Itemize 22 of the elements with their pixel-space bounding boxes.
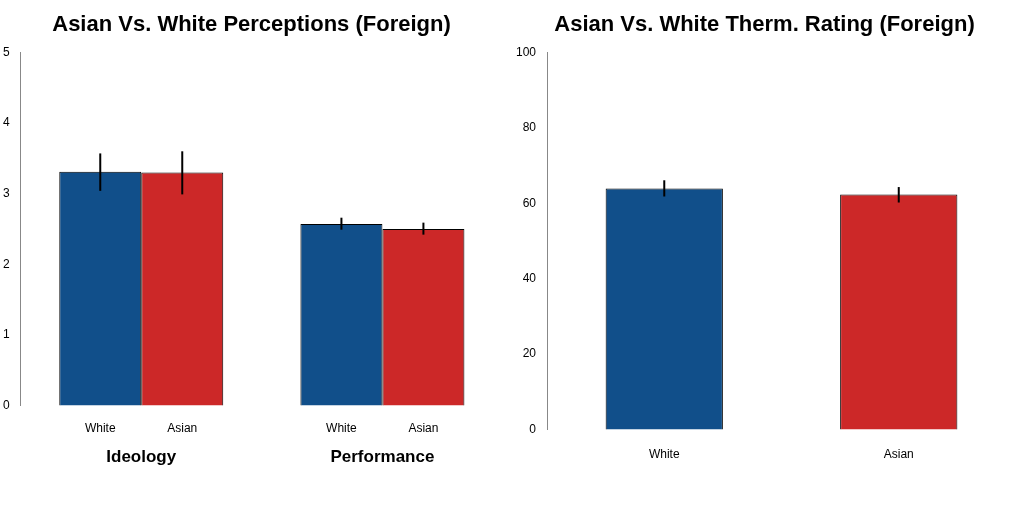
y-tick-label: 40 [522,271,537,286]
series-label: Asian [167,420,198,435]
chart-title: Asian Vs. White Perceptions (Foreign) [52,11,451,37]
y-tick-label: 0 [2,397,10,412]
y-tick-label: 0 [529,421,537,436]
y-tick-label: 2 [2,256,10,271]
y-tick-label: 80 [522,120,537,135]
x-tick-label: Performance [330,447,435,467]
y-tick-label: 4 [2,115,10,130]
y-tick-label: 20 [522,346,537,361]
series-label: White [84,420,116,435]
text: Asian [408,420,439,435]
y-tick-label: 3 [2,185,10,200]
y-tick-label: 5 [2,44,10,59]
y-tick-label: 1 [2,327,10,342]
x-tick-label: White [648,447,680,462]
y-tick-label: 60 [522,195,537,210]
y-tick-label: 100 [515,44,537,59]
text: White [326,420,357,435]
x-tick-label: Asian [883,447,914,462]
chart-title: Asian Vs. White Therm. Rating (Foreign) [554,11,975,37]
x-tick-label: Ideology [106,447,177,467]
